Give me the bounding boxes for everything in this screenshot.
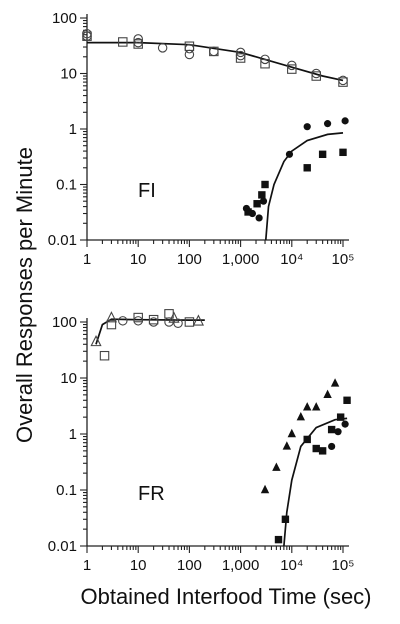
data-point-filled-circle xyxy=(255,214,263,222)
data-point-filled-triangle xyxy=(303,402,312,411)
data-point-filled-square xyxy=(244,208,252,216)
fr-panel-label: FR xyxy=(138,483,165,505)
x-tick-label: 10⁵ xyxy=(332,557,355,574)
data-point-open-square xyxy=(287,64,297,74)
x-tick-label: 100 xyxy=(177,251,202,268)
data-point-open-circle xyxy=(157,43,168,53)
data-point-filled-square xyxy=(303,435,311,444)
data-point-filled-square xyxy=(327,425,336,434)
data-point-filled-square xyxy=(281,515,290,523)
data-point-filled-circle xyxy=(259,197,268,205)
fit-curve xyxy=(95,318,205,345)
x-tick-label: 10 xyxy=(130,557,147,574)
y-tick-label: 0.1 xyxy=(56,482,77,499)
data-point-filled-square xyxy=(253,200,261,208)
data-point-open-square xyxy=(133,39,143,49)
data-point-open-circle xyxy=(118,316,128,326)
data-point-filled-square xyxy=(318,447,327,455)
data-point-filled-square xyxy=(343,396,351,404)
data-point-open-square xyxy=(133,312,143,323)
data-point-open-square xyxy=(338,77,348,87)
y-tick-label: 1 xyxy=(69,121,77,138)
fi-panel: FI 1 10 100 1,000 10⁴ 10⁵ 0.01 0.1 1 10 100 xyxy=(48,10,355,268)
data-point-filled-square xyxy=(318,150,327,159)
y-tick-label: 10 xyxy=(60,370,77,387)
data-point-open-square xyxy=(106,319,117,330)
x-tick-label: 100 xyxy=(177,557,202,574)
data-point-filled-square xyxy=(274,535,283,544)
data-point-open-square xyxy=(235,53,246,63)
data-point-filled-circle xyxy=(341,420,349,428)
data-point-open-square xyxy=(184,41,195,51)
y-tick-label: 0.01 xyxy=(48,538,77,555)
x-tick-label: 1 xyxy=(83,557,91,574)
data-point-open-circle xyxy=(133,316,143,326)
y-axis-title: Overall Responses per Minute xyxy=(12,147,37,443)
data-point-filled-triangle xyxy=(287,428,296,438)
y-tick-label: 0.01 xyxy=(48,232,77,249)
x-tick-label: 10⁵ xyxy=(332,251,355,268)
y-tick-label: 10 xyxy=(60,66,77,83)
data-point-filled-circle xyxy=(285,150,294,158)
x-tick-label: 1 xyxy=(83,251,91,268)
fit-curve xyxy=(264,132,344,241)
data-point-filled-circle xyxy=(303,123,311,131)
data-point-filled-triangle xyxy=(323,389,332,399)
x-tick-label: 10 xyxy=(130,251,147,268)
data-point-open-circle xyxy=(184,49,195,60)
data-point-filled-square xyxy=(339,148,347,157)
data-point-open-circle xyxy=(173,318,183,328)
data-point-filled-triangle xyxy=(296,411,306,421)
data-point-filled-triangle xyxy=(272,462,281,471)
data-point-filled-circle xyxy=(323,120,332,128)
data-point-filled-square xyxy=(261,180,269,189)
x-tick-label: 1,000 xyxy=(222,557,260,574)
x-tick-label: 10⁴ xyxy=(280,557,303,574)
data-point-open-triangle xyxy=(90,334,102,347)
x-axis-title: Obtained Interfood Time (sec) xyxy=(80,584,371,609)
data-point-filled-square xyxy=(312,444,320,453)
data-point-open-square xyxy=(148,314,159,325)
fit-curve xyxy=(283,417,348,547)
data-point-open-triangle xyxy=(192,314,205,326)
data-point-filled-square xyxy=(336,413,345,421)
data-point-open-square xyxy=(82,31,92,41)
data-point-filled-square xyxy=(258,191,266,199)
data-point-open-square xyxy=(311,71,321,81)
data-point-filled-circle xyxy=(328,442,336,451)
data-point-open-square xyxy=(118,37,128,47)
y-tick-label: 1 xyxy=(69,426,77,443)
fr-panel: FR 1 10 100 1,000 10⁴ 10⁵ 0.01 0.1 1 10 100 xyxy=(48,309,355,574)
data-point-open-circle xyxy=(133,34,143,44)
data-point-open-square xyxy=(184,317,195,327)
data-point-open-circle xyxy=(148,317,159,327)
data-point-open-triangle xyxy=(105,311,118,323)
y-tick-label: 100 xyxy=(52,314,77,331)
y-tick-label: 0.1 xyxy=(56,177,77,194)
data-point-filled-circle xyxy=(334,428,342,436)
data-point-filled-triangle xyxy=(260,484,270,494)
x-tick-label: 1,000 xyxy=(222,251,260,268)
data-point-filled-triangle xyxy=(330,378,340,387)
data-point-open-circle xyxy=(235,47,246,58)
data-point-open-square xyxy=(99,350,110,361)
data-point-filled-triangle xyxy=(282,441,292,450)
data-point-filled-circle xyxy=(341,117,349,125)
y-tick-label: 100 xyxy=(52,10,77,27)
data-point-open-circle xyxy=(164,317,174,327)
fi-panel-label: FI xyxy=(138,180,156,202)
x-tick-label: 10⁴ xyxy=(280,251,303,268)
data-point-filled-triangle xyxy=(312,402,321,411)
data-point-open-square xyxy=(260,58,270,69)
fit-curve xyxy=(87,41,344,82)
data-point-filled-square xyxy=(303,164,311,172)
data-point-open-square xyxy=(209,46,219,57)
